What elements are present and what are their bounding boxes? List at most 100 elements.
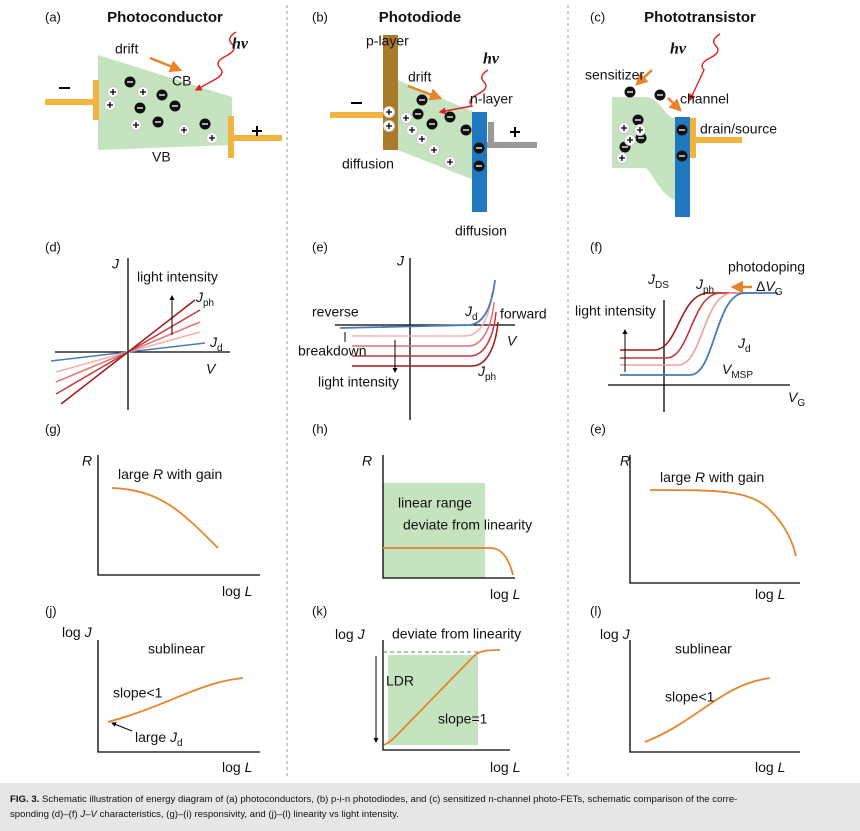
label-part: log <box>490 759 513 775</box>
jv-photodiode <box>335 258 515 420</box>
label-part: J <box>622 626 631 642</box>
label: large R with gain <box>660 469 764 485</box>
label: deviate from linearity <box>403 517 532 533</box>
phototransistor-diagram <box>612 33 742 217</box>
charge-sign <box>403 115 409 121</box>
charge-sign <box>431 147 437 153</box>
label: linear range <box>398 495 472 511</box>
label: light intensity <box>575 303 656 319</box>
label-part: L <box>245 759 253 775</box>
label-part: J <box>195 289 204 305</box>
label-part: d <box>745 344 751 355</box>
label: large Jd <box>135 729 183 749</box>
charge-sign <box>181 127 187 133</box>
label: sublinear <box>675 641 732 657</box>
label: light intensity <box>137 269 218 285</box>
label-part: J <box>169 729 178 745</box>
caption-text: characteristics, (g)–(i) responsivity, a… <box>97 809 399 820</box>
label: (e) <box>312 239 328 254</box>
charge-sign <box>110 89 116 95</box>
label: log L <box>490 586 520 602</box>
label: log L <box>755 759 785 775</box>
label-part: log <box>600 626 623 642</box>
caption-text: sponding (d)–(f) <box>10 809 80 820</box>
label: VMSP <box>722 361 753 381</box>
label-part: J <box>357 626 366 642</box>
charge-sign <box>621 125 627 131</box>
label-part: log <box>62 624 85 640</box>
label: diffusion <box>342 156 394 172</box>
label: light intensity <box>318 374 399 390</box>
label-part: log <box>335 626 358 642</box>
label: Photodiode <box>379 9 462 26</box>
label-part: L <box>513 586 521 602</box>
label: log L <box>222 583 252 599</box>
label: (a) <box>45 9 61 24</box>
label-part: L <box>778 759 786 775</box>
label: VG <box>788 389 805 409</box>
label-part: log <box>755 586 778 602</box>
label: Jd <box>209 334 223 354</box>
label: (b) <box>312 9 328 24</box>
label-part: V <box>788 389 799 405</box>
label-part: large <box>135 729 170 745</box>
label: (h) <box>312 421 328 436</box>
charge-sign <box>386 109 392 115</box>
label: channel <box>680 91 729 107</box>
label: CB <box>172 73 191 89</box>
label: (j) <box>45 603 57 618</box>
label-part: d <box>472 312 478 323</box>
label: VB <box>152 149 171 165</box>
label: (l) <box>590 603 602 618</box>
label: V <box>507 333 518 349</box>
label: forward <box>500 306 547 322</box>
linearity-plots <box>97 640 800 753</box>
label-part: log <box>222 583 245 599</box>
label: photodoping <box>728 259 805 275</box>
label-part: d <box>177 738 183 749</box>
label: diffusion <box>455 223 507 239</box>
label: Jd <box>737 335 751 355</box>
label-part: Δ <box>756 278 765 294</box>
caption-text: J–V <box>79 809 98 820</box>
label: drift <box>115 41 138 57</box>
label-part: R <box>695 469 705 485</box>
label: V <box>206 361 217 377</box>
label-part: J <box>695 276 704 292</box>
label: Photoconductor <box>107 9 223 26</box>
label-part: J <box>464 303 473 319</box>
label-part: L <box>245 583 253 599</box>
label: hv <box>232 36 249 53</box>
label: ΔVG <box>756 278 783 298</box>
label-part: J <box>84 624 93 640</box>
label: (f) <box>590 239 602 254</box>
label: Jph <box>477 363 496 383</box>
label: breakdown <box>298 343 367 359</box>
jv-photoconductor <box>50 258 230 410</box>
label-part: V <box>722 361 733 377</box>
charge-sign <box>386 123 392 129</box>
label: log J <box>62 624 93 640</box>
label: (k) <box>312 603 327 618</box>
charge-sign <box>447 159 453 165</box>
charge-sign <box>209 135 215 141</box>
label: J <box>111 256 120 272</box>
label-part: large <box>660 469 695 485</box>
label: sublinear <box>148 641 205 657</box>
responsivity-plots <box>97 455 800 584</box>
label-part: J <box>209 334 218 350</box>
label: sensitizer <box>585 67 644 83</box>
label: log L <box>222 759 252 775</box>
label-part: with gain <box>163 466 222 482</box>
label: slope<1 <box>113 685 163 701</box>
label: reverse <box>312 304 359 320</box>
label: log J <box>335 626 366 642</box>
label-part: ph <box>485 372 496 383</box>
label-part: large <box>118 466 153 482</box>
label: n-layer <box>470 91 513 107</box>
charge-sign <box>419 136 425 142</box>
label-part: V <box>765 278 776 294</box>
charge-sign <box>627 137 633 143</box>
label-part: with gain <box>705 469 764 485</box>
